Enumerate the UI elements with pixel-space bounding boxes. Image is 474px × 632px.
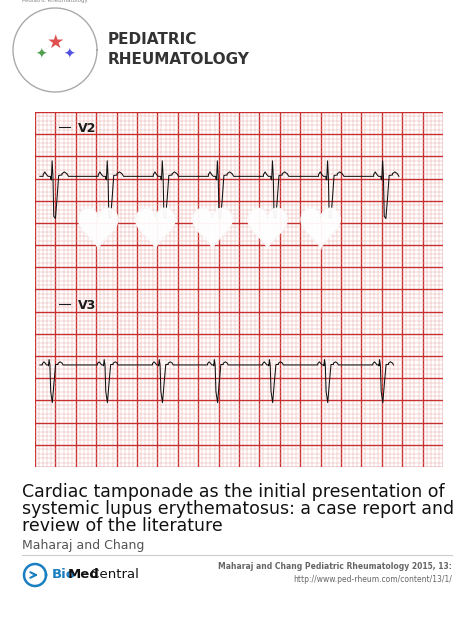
Polygon shape [79,208,118,249]
Text: V2: V2 [78,122,96,135]
Text: Maharaj and Chang: Maharaj and Chang [22,539,145,552]
Text: Maharaj and Chang Pediatric Rheumatology 2015, 13:: Maharaj and Chang Pediatric Rheumatology… [218,562,452,571]
Text: PEDIATRIC: PEDIATRIC [108,32,197,47]
Text: http://www.ped-rheum.com/content/13/1/: http://www.ped-rheum.com/content/13/1/ [293,575,452,584]
Text: V3: V3 [78,300,96,312]
Polygon shape [136,208,175,249]
Text: systemic lupus erythematosus: a case report and: systemic lupus erythematosus: a case rep… [22,500,454,518]
Polygon shape [301,208,340,249]
Text: review of the literature: review of the literature [22,517,223,535]
Polygon shape [193,208,232,249]
Text: Cardiac tamponade as the initial presentation of: Cardiac tamponade as the initial present… [22,483,445,501]
Text: ✦: ✦ [63,48,75,62]
Text: Bio: Bio [52,569,76,581]
Text: Med: Med [68,569,100,581]
Polygon shape [248,208,287,249]
Text: Pediatric Rheumatology: Pediatric Rheumatology [22,0,88,3]
Text: Central: Central [86,569,139,581]
Text: RHEUMATOLOGY: RHEUMATOLOGY [108,52,250,68]
Text: ★: ★ [46,32,64,51]
Text: ✦: ✦ [35,48,47,62]
